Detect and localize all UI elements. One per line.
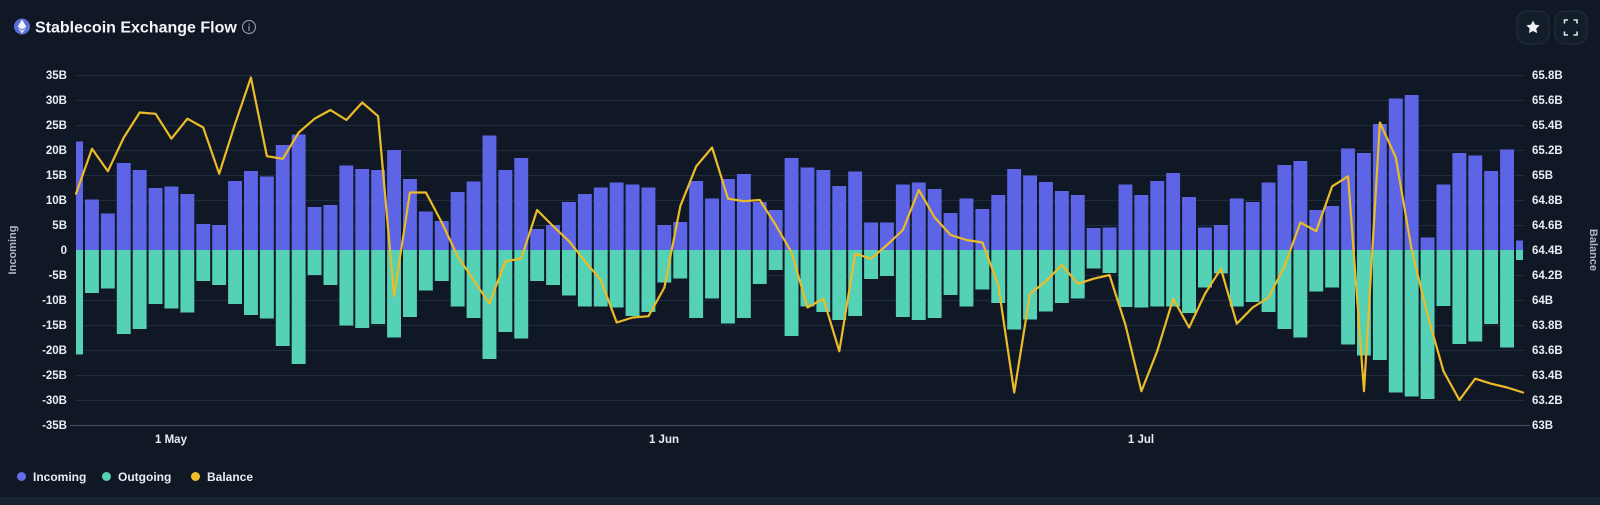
svg-text:64.6B: 64.6B: [1532, 220, 1563, 232]
svg-text:64B: 64B: [1532, 295, 1553, 307]
svg-text:63.4B: 63.4B: [1532, 370, 1563, 382]
svg-text:65.6B: 65.6B: [1532, 95, 1563, 107]
svg-text:63.2B: 63.2B: [1532, 395, 1563, 407]
svg-text:30B: 30B: [46, 95, 67, 107]
svg-text:65.8B: 65.8B: [1532, 70, 1563, 82]
svg-text:-15B: -15B: [42, 320, 67, 332]
svg-text:63.8B: 63.8B: [1532, 320, 1563, 332]
svg-text:65B: 65B: [1532, 170, 1553, 182]
svg-text:-20B: -20B: [42, 345, 67, 357]
svg-text:0: 0: [61, 245, 67, 257]
svg-text:1 Jul: 1 Jul: [1128, 434, 1154, 446]
svg-text:-5B: -5B: [48, 270, 67, 282]
svg-text:64.4B: 64.4B: [1532, 245, 1563, 257]
svg-text:-10B: -10B: [42, 295, 67, 307]
svg-text:1 May: 1 May: [155, 434, 188, 446]
svg-text:63.6B: 63.6B: [1532, 345, 1563, 357]
svg-text:15B: 15B: [46, 170, 67, 182]
svg-text:65.2B: 65.2B: [1532, 145, 1563, 157]
svg-text:Stablecoin Exchange Flow: Stablecoin Exchange Flow: [35, 20, 237, 37]
svg-text:25B: 25B: [46, 120, 67, 132]
svg-text:5B: 5B: [52, 220, 67, 232]
svg-text:Balance: Balance: [1587, 229, 1599, 271]
svg-text:64.8B: 64.8B: [1532, 195, 1563, 207]
svg-text:20B: 20B: [46, 145, 67, 157]
svg-text:35B: 35B: [46, 70, 67, 82]
svg-text:10B: 10B: [46, 195, 67, 207]
svg-text:-30B: -30B: [42, 395, 67, 407]
svg-text:-35B: -35B: [42, 420, 67, 432]
svg-text:65.4B: 65.4B: [1532, 120, 1563, 132]
svg-text:63B: 63B: [1532, 420, 1553, 432]
svg-text:Outgoing: Outgoing: [118, 470, 171, 484]
svg-text:64.2B: 64.2B: [1532, 270, 1563, 282]
svg-text:Incoming: Incoming: [33, 470, 86, 484]
svg-text:Incoming: Incoming: [7, 226, 19, 275]
svg-text:1 Jun: 1 Jun: [649, 434, 679, 446]
svg-text:Balance: Balance: [207, 470, 253, 484]
svg-text:-25B: -25B: [42, 370, 67, 382]
